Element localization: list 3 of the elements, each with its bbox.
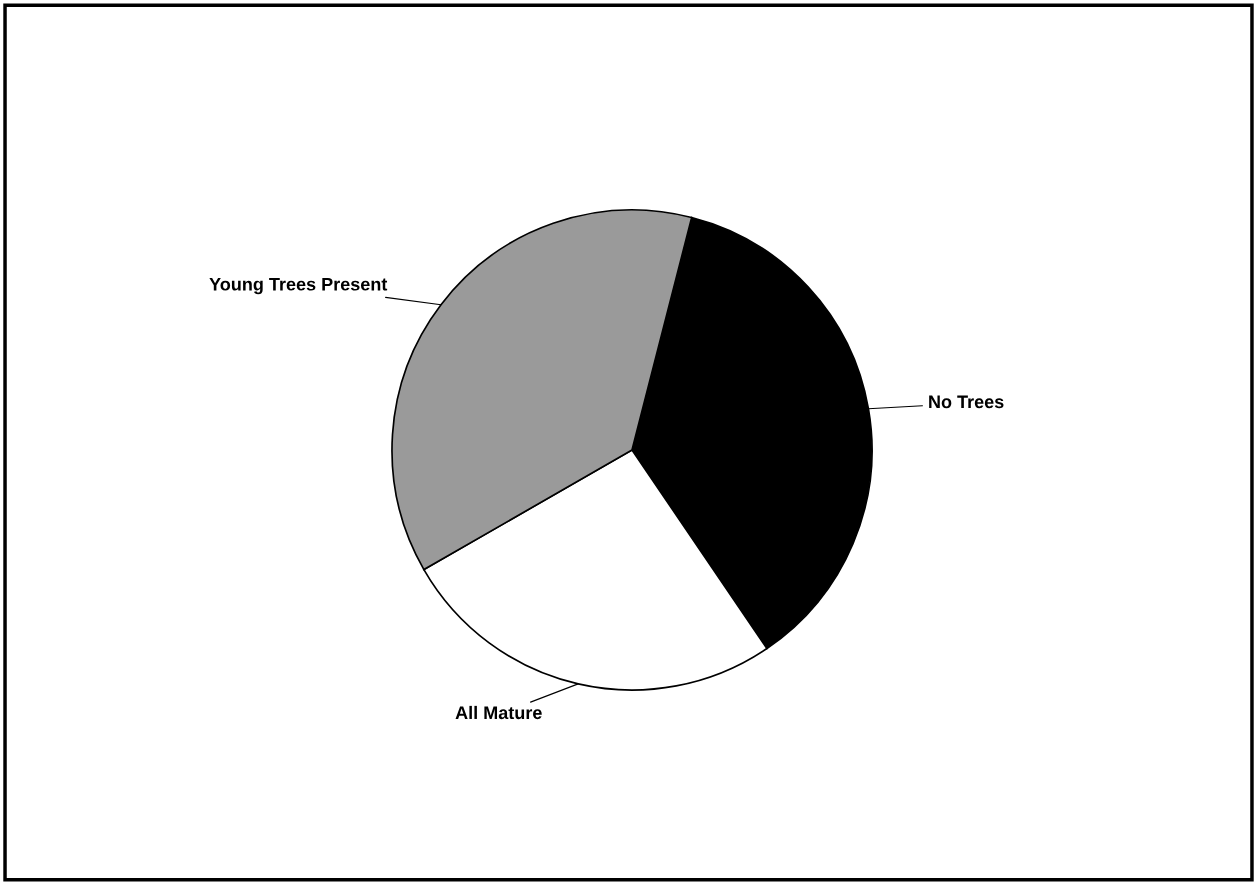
slice-label: No Trees [929, 395, 1004, 409]
slice-label: Young Trees Present [209, 277, 388, 295]
slice-label: All Mature [455, 705, 542, 720]
